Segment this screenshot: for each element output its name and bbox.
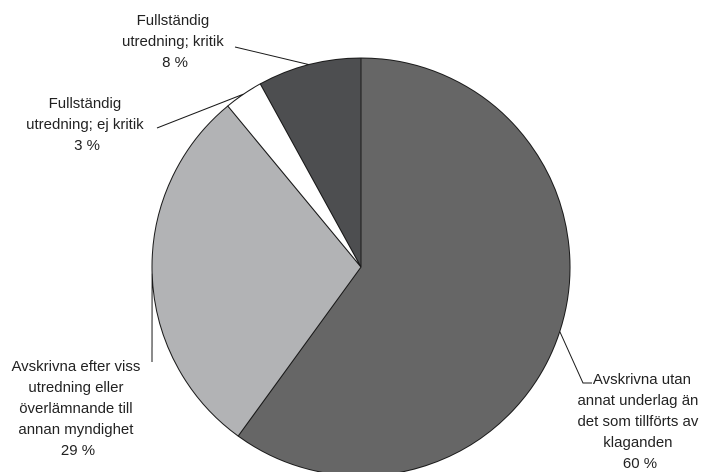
slice-avskrivna-utan-underlag bbox=[237, 57, 571, 472]
slice-percent-60: 60 % bbox=[623, 455, 657, 472]
slice-percent-29: 29 % bbox=[61, 442, 95, 459]
pie-slices bbox=[151, 57, 571, 472]
slice-label-fullstandig-ej-kritik: Fullständig utredning; ej kritik 3 % bbox=[26, 95, 148, 154]
slice-label-avskrivna-efter-utredning: Avskrivna efter viss utredning eller öve… bbox=[11, 358, 144, 459]
slice-avskrivna-efter-utredning bbox=[151, 105, 362, 437]
leader-lines bbox=[151, 46, 592, 384]
leader-line-fullstandig-ej-kritik bbox=[156, 93, 244, 129]
slice-percent-8: 8 % bbox=[162, 54, 188, 71]
slice-label-avskrivna-utan-underlag: Avskrivna utan annat underlag än det som… bbox=[577, 371, 702, 472]
slice-fullstandig-kritik bbox=[259, 57, 362, 268]
leader-line-fullstandig-kritik bbox=[234, 46, 310, 66]
slice-label-fullstandig-kritik: Fullständig utredning; kritik 8 % bbox=[122, 12, 228, 71]
slice-percent-3: 3 % bbox=[74, 137, 100, 154]
leader-line-avskrivna-utan-underlag bbox=[559, 331, 592, 384]
